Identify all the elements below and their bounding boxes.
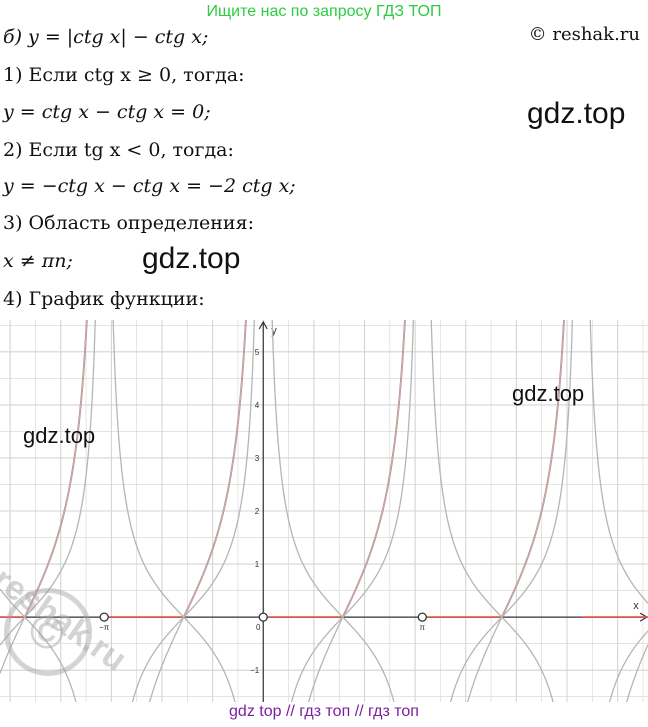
open-point [258, 612, 268, 622]
watermark-gdz-graph-right: gdz.top [512, 381, 585, 406]
case-1-result: y = ctg x − ctg x = 0; [3, 101, 211, 123]
open-points [99, 612, 427, 622]
domain-statement: x ≠ πn; [3, 250, 73, 272]
watermark-gdz-top: gdz.top [527, 97, 626, 130]
y-tick-label: 4 [255, 401, 260, 410]
case-2-result: y = −ctg x − ctg x = −2 ctg x; [3, 175, 296, 197]
domain-heading: 3) Область определения: [3, 212, 254, 234]
open-point [99, 612, 109, 622]
copyright-label: © reshak.ru [528, 24, 640, 45]
copyright-icon: © [30, 606, 64, 658]
y-tick-label: 3 [255, 454, 260, 463]
x-tick-label: 0 [256, 623, 261, 632]
y-axis-arrow-icon [258, 320, 268, 330]
bottom-banner[interactable]: gdz top // гдз топ // гдз топ [229, 703, 419, 720]
function-curve [0, 320, 648, 619]
top-banner[interactable]: Ищите нас по запросу ГДЗ ТОП [206, 3, 442, 20]
x-tick-label: −π [99, 623, 110, 632]
watermark-gdz-graph-left: gdz.top [23, 423, 96, 448]
watermark-gdz-middle: gdz.top [142, 242, 241, 275]
y-tick-label: 1 [255, 560, 260, 569]
tick-labels: x y −π 0 π −1 1 2 3 4 5 [99, 325, 639, 675]
y-tick-label: −1 [250, 666, 260, 675]
open-point [417, 612, 427, 622]
reshak-circle-icon [4, 588, 92, 676]
grid-lines [0, 320, 648, 702]
x-axis-label: x [633, 600, 639, 612]
y-tick-label: 5 [255, 348, 260, 357]
graph-heading: 4) График функции: [3, 288, 205, 310]
case-1-heading: 1) Если ctg x ≥ 0, тогда: [3, 64, 245, 86]
case-2-heading: 2) Если tg x < 0, тогда: [3, 139, 234, 161]
x-tick-label: π [420, 623, 426, 632]
y-axis-label: y [271, 325, 277, 337]
y-tick-label: 2 [255, 507, 260, 516]
helper-curve [0, 320, 648, 702]
task-statement: б) y = |ctg x| − ctg x; [3, 26, 209, 48]
